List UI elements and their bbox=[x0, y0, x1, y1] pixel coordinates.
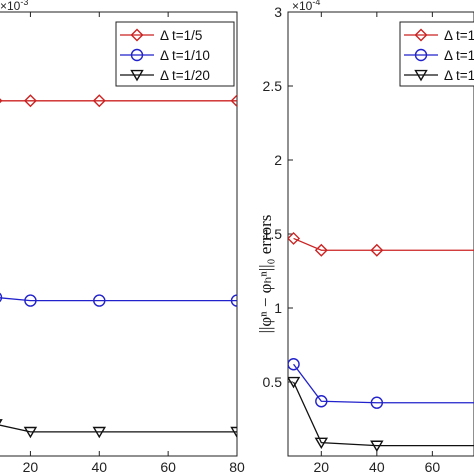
legend-marker bbox=[414, 69, 428, 82]
data-point bbox=[23, 426, 38, 439]
series-line bbox=[0, 424, 237, 433]
exponent-power: -4 bbox=[312, 0, 320, 7]
data-point bbox=[93, 294, 106, 307]
legend-entry: Δ t=1/20 bbox=[444, 68, 474, 83]
x-tick-label: 40 bbox=[369, 459, 385, 474]
x-axis-label: M bbox=[373, 471, 388, 474]
series-layer bbox=[288, 231, 474, 452]
legend: Δ t=1/5 Δ t=1/10 Δ t=1/20 bbox=[399, 21, 474, 87]
y-tick-label: 1.5 bbox=[263, 226, 283, 242]
x-tick-label: 60 bbox=[425, 459, 441, 474]
data-point bbox=[370, 243, 384, 257]
data-point bbox=[24, 294, 37, 307]
y-axis-label: ||φⁿ − φₕⁿ||₀ errors bbox=[256, 215, 275, 334]
data-point bbox=[0, 292, 3, 303]
series-line bbox=[293, 363, 474, 404]
legend-marker bbox=[414, 48, 428, 62]
data-point bbox=[288, 376, 301, 389]
axes-box bbox=[0, 11, 238, 457]
legend-entry: Δ t=1/10 bbox=[444, 48, 474, 63]
left-plot: 20 40 60 80 ×10-3 M Δ t=1/5 Δ t=1/10 Δ t=1/20 bbox=[0, 0, 245, 474]
legend-entry: Δ t=1/10 bbox=[160, 48, 210, 63]
data-point bbox=[314, 437, 329, 450]
right-plot: 20 40 60 0.5 1 1.5 2 2.5 3 ×10-4 M ||φⁿ − φₕⁿ||₀ er… bbox=[256, 0, 474, 474]
x-tick-label: 60 bbox=[160, 459, 176, 474]
legend-marker bbox=[414, 28, 428, 42]
data-point bbox=[23, 94, 37, 108]
data-point bbox=[230, 426, 237, 439]
legend-entry: Δ t=1/20 bbox=[160, 68, 210, 83]
data-point bbox=[92, 426, 107, 439]
legend-marker bbox=[130, 48, 144, 62]
data-point bbox=[370, 440, 384, 452]
data-point bbox=[315, 395, 328, 408]
data-point bbox=[288, 231, 301, 245]
y-tick-label: 0.5 bbox=[263, 374, 283, 390]
legend-marker bbox=[130, 28, 144, 42]
exponent-label: ×10-4 bbox=[292, 0, 320, 13]
x-tick-label: 20 bbox=[314, 459, 330, 474]
legend-marker bbox=[130, 69, 144, 82]
legend: Δ t=1/5 Δ t=1/10 Δ t=1/20 bbox=[115, 21, 235, 87]
series-line bbox=[0, 297, 237, 302]
data-point bbox=[230, 94, 237, 108]
legend-entry: Δ t=1/5 bbox=[444, 28, 474, 43]
y-tick-label: 1 bbox=[274, 300, 282, 316]
x-tick-label: 20 bbox=[23, 459, 39, 474]
x-tick-label: 40 bbox=[91, 459, 107, 474]
y-tick-label: 2.5 bbox=[263, 78, 283, 94]
series-layer bbox=[0, 94, 237, 439]
data-point bbox=[288, 358, 300, 371]
exponent-label: ×10-3 bbox=[0, 0, 28, 13]
data-point bbox=[230, 294, 237, 307]
series-line bbox=[293, 237, 474, 251]
data-point bbox=[92, 94, 106, 108]
legend-entry: Δ t=1/5 bbox=[160, 28, 202, 43]
y-tick-label: 3 bbox=[274, 4, 282, 20]
series-line bbox=[292, 381, 474, 447]
exponent-power: -3 bbox=[20, 0, 28, 7]
data-point bbox=[370, 396, 384, 409]
x-axis-label: M bbox=[109, 471, 124, 474]
x-tick-label: 80 bbox=[229, 459, 245, 474]
data-point bbox=[314, 243, 328, 257]
y-tick-label: 2 bbox=[274, 152, 282, 168]
